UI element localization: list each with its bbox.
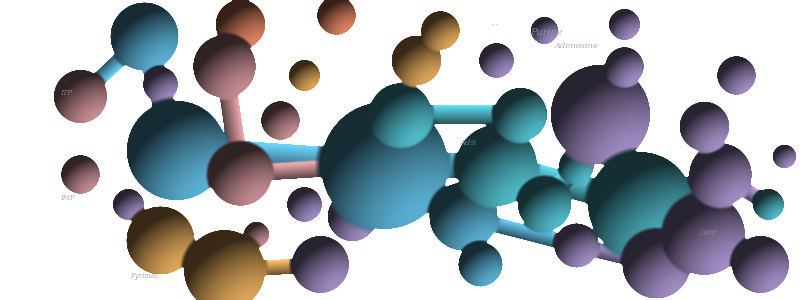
Text: IMP: IMP [60,194,74,202]
Text: ITP: ITP [60,89,72,97]
Text: GMP: GMP [700,229,718,237]
Text: ...: ... [490,19,498,27]
Text: Pyrimid..: Pyrimid.. [130,272,162,280]
Text: Purine: Purine [530,28,562,37]
Text: Adenosine: Adenosine [555,42,599,50]
Text: AdS: AdS [460,139,477,147]
